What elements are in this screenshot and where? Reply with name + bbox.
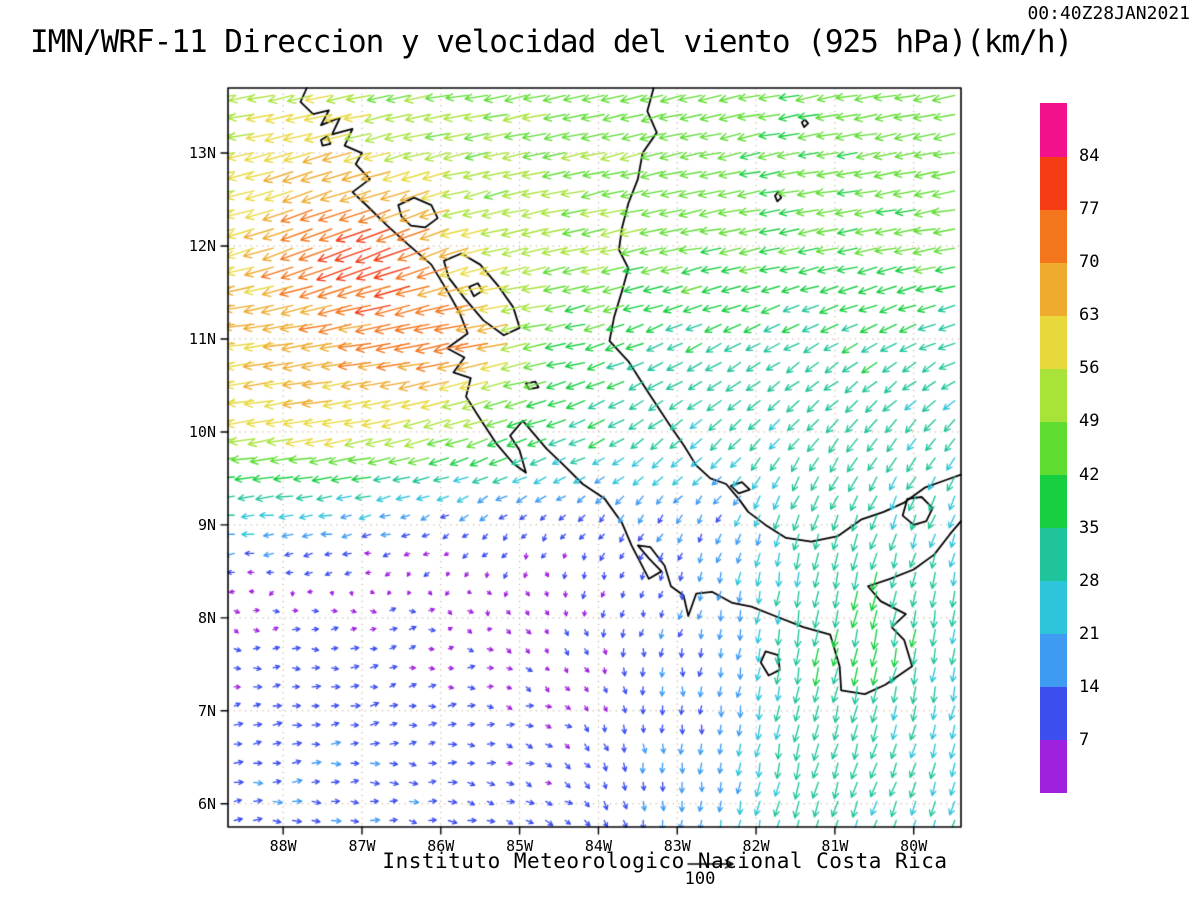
x-tick-label: 84W — [584, 837, 612, 855]
colorbar-segment — [1040, 580, 1067, 635]
colorbar-segment — [1040, 474, 1067, 529]
y-tick-label: 13N — [188, 144, 216, 163]
colorbar-label: 35 — [1079, 517, 1100, 538]
y-tick-label: 11N — [188, 329, 216, 348]
colorbar-segment — [1040, 209, 1067, 263]
y-tick-label: 6N — [197, 794, 216, 813]
colorbar-label: 14 — [1079, 676, 1100, 697]
reference-vector-value: 100 — [684, 869, 716, 889]
chart-title: IMN/WRF-11 Direccion y velocidad del vie… — [30, 24, 1073, 60]
x-tick-label: 83W — [663, 837, 691, 855]
colorbar-segment — [1040, 315, 1067, 369]
colorbar-label: 42 — [1079, 464, 1100, 485]
colorbar-label: 77 — [1079, 199, 1100, 220]
x-tick-label: 81W — [821, 837, 849, 855]
x-tick-label: 87W — [348, 837, 376, 855]
x-tick-label: 80W — [900, 837, 928, 855]
y-tick-label: 10N — [188, 422, 216, 441]
colorbar-label: 7 — [1079, 729, 1090, 750]
colorbar-segment — [1040, 739, 1067, 794]
colorbar-segment — [1040, 633, 1067, 688]
colorbar-segment — [1040, 156, 1067, 210]
colorbar-label: 21 — [1079, 623, 1100, 644]
colorbar-segment — [1040, 527, 1067, 582]
x-tick-label: 86W — [427, 837, 455, 855]
y-tick-label: 9N — [197, 515, 216, 534]
timestamp: 00:40Z28JAN2021 — [1027, 3, 1190, 24]
x-tick-label: 82W — [742, 837, 770, 855]
colorbar-label: 56 — [1079, 358, 1100, 379]
colorbar-segment — [1040, 103, 1067, 157]
x-tick-label: 88W — [269, 837, 297, 855]
colorbar-label: 49 — [1079, 411, 1100, 432]
plot-area — [228, 88, 961, 827]
y-tick-label: 7N — [197, 701, 216, 720]
colorbar-label: 84 — [1079, 146, 1100, 167]
colorbar-label: 28 — [1079, 570, 1100, 591]
colorbar-label: 63 — [1079, 305, 1100, 326]
footer-credit: Instituto Meteorologico Nacional Costa R… — [382, 849, 948, 873]
colorbar-segment — [1040, 686, 1067, 741]
y-tick-label: 8N — [197, 608, 216, 627]
colorbar-segment — [1040, 368, 1067, 422]
colorbar-label: 70 — [1079, 252, 1100, 273]
y-tick-label: 12N — [188, 237, 216, 256]
colorbar-segment — [1040, 262, 1067, 316]
colorbar-segment — [1040, 421, 1067, 476]
x-tick-label: 85W — [506, 837, 534, 855]
